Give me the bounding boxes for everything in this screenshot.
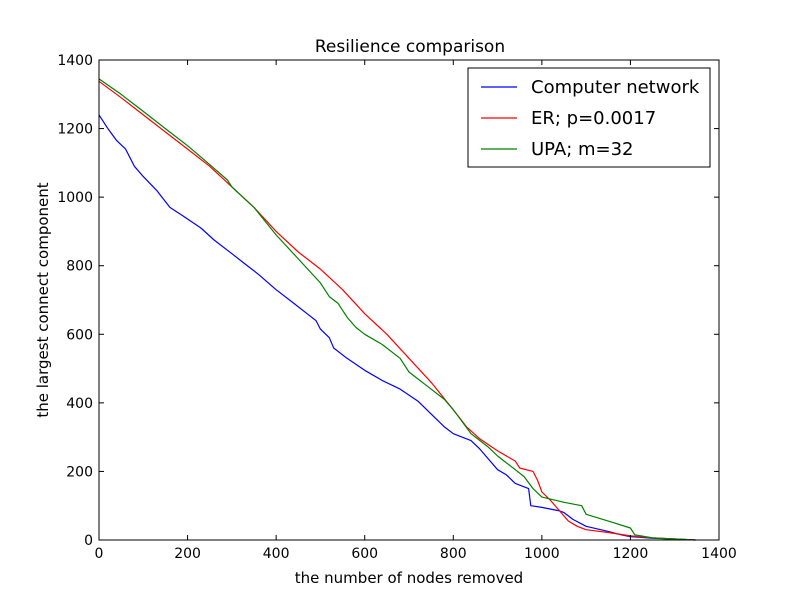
legend-label-1: Computer network [531,77,700,98]
legend-label-3: UPA; m=32 [531,139,634,160]
tick-layer: 0 200 400 600 800 1000 1200 1400 0 200 400 600 800 10… [57,53,736,562]
legend-label-2: ER; p=0.0017 [531,108,656,129]
y-tick-label: 400 [66,396,93,412]
x-tick-label: 600 [351,546,378,562]
x-tick-label: 1400 [701,546,737,562]
x-tick-label: 400 [263,546,290,562]
x-tick-label: 800 [440,546,467,562]
y-tick-label: 800 [66,259,93,275]
y-tick-label: 1000 [57,190,93,206]
x-tick-label: 200 [174,546,201,562]
x-tick-label: 0 [95,546,104,562]
x-axis-title: the number of nodes removed [295,569,523,587]
y-tick-label: 1400 [57,53,93,69]
series-line-1 [98,114,696,541]
y-tick-label: 1200 [57,122,93,138]
plot-frame [98,59,720,541]
chart-title: Resilience comparison [315,37,505,57]
series-line-3 [98,78,696,541]
series-layer [98,78,696,541]
y-tick-label: 200 [66,464,93,480]
y-tick-label: 0 [84,533,93,549]
legend: Computer network ER; p=0.0017 UPA; m=32 [467,67,711,168]
x-tick-label: 1200 [613,546,649,562]
x-tick-label: 1000 [524,546,560,562]
y-tick-label: 600 [66,327,93,343]
y-axis-title: the largest connect component [34,182,52,417]
